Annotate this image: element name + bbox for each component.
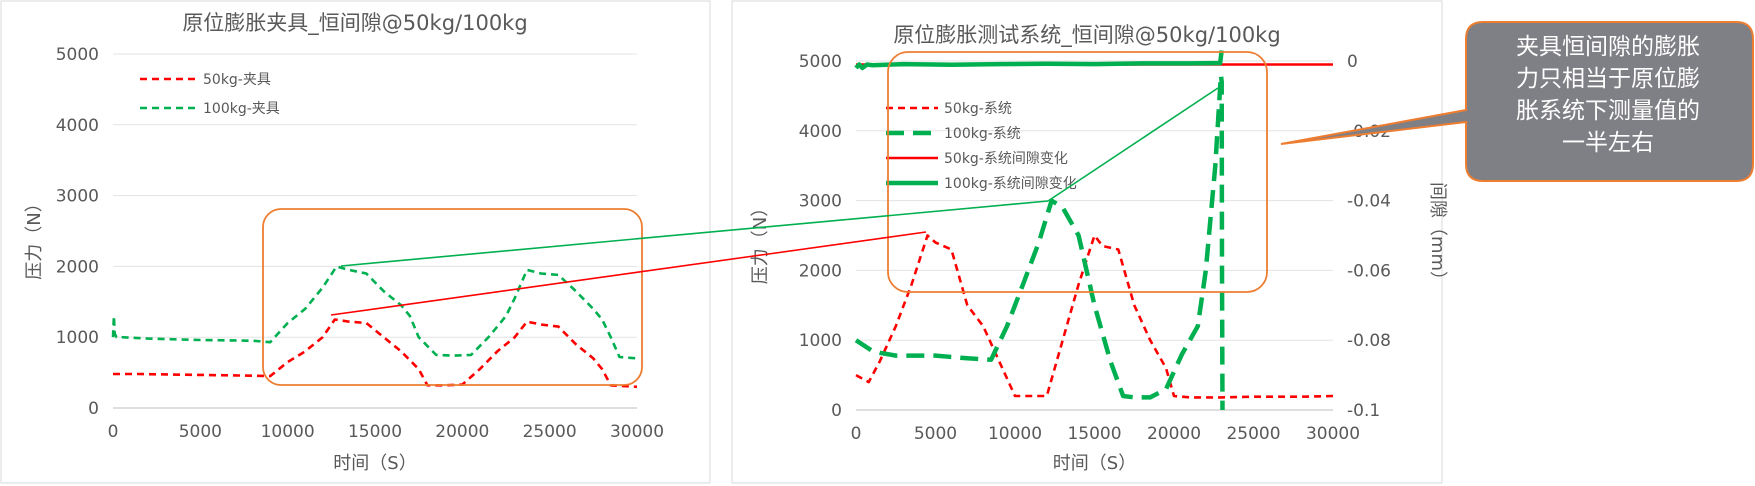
y-tick-label: 3000 <box>799 192 842 212</box>
callout-bubble <box>1280 21 1754 182</box>
y-tick-label: 1000 <box>56 328 99 348</box>
series-line-1 <box>111 265 638 360</box>
callout-line-2: 力只相当于原位膨 <box>1516 66 1700 92</box>
callout-text: 夹具恒间隙的膨胀 力只相当于原位膨 胀系统下测量值的 一半左右 <box>1516 34 1700 156</box>
x-tick-label: 20000 <box>435 422 489 442</box>
x-axis-label: 时间（S） <box>333 453 416 474</box>
chart-title: 原位膨胀夹具_恒间隙@50kg/100kg <box>182 11 527 36</box>
x-tick-label: 5000 <box>914 424 957 444</box>
y2-tick-label: -0.04 <box>1347 192 1391 212</box>
y-tick-label: 4000 <box>799 122 842 142</box>
x-tick-label: 5000 <box>179 422 222 442</box>
left-highlight-box <box>262 208 643 386</box>
right-highlight-box <box>887 51 1268 293</box>
connector-50kg-line <box>330 231 927 316</box>
y-tick-label: 2000 <box>56 257 99 277</box>
right-chart: 0 1000 2000 3000 4000 5000 0 5000 10000 15000 2000… <box>750 23 1448 474</box>
y2-tick-label: 0 <box>1347 52 1358 72</box>
y2-tick-label: -0.1 <box>1347 401 1380 421</box>
y2-axis-label: 间隙（mm） <box>1427 182 1448 289</box>
x-tick-label: 30000 <box>610 422 664 442</box>
left-chart: 0 1000 2000 3000 4000 5000 0 5000 10000 15000 2000… <box>24 11 664 474</box>
x-tick-label: 0 <box>851 424 862 444</box>
legend-label: 50kg-系统 <box>944 101 1012 117</box>
legend-label: 100kg-系统 <box>944 126 1021 142</box>
callout-line-4: 一半左右 <box>1562 130 1654 156</box>
y-tick-label: 4000 <box>56 116 99 136</box>
y-axis-label: 压力（N） <box>750 199 771 284</box>
left-chart-frame <box>0 0 711 484</box>
x-tick-label: 30000 <box>1306 424 1360 444</box>
y2-tick-label: -0.08 <box>1347 331 1391 351</box>
x-tick-label: 10000 <box>988 424 1042 444</box>
connector-100kg-line-2 <box>1047 87 1219 202</box>
series-line-3 <box>854 50 1224 71</box>
legend-label: 100kg-夹具 <box>203 101 280 117</box>
y-tick-label: 0 <box>831 401 842 421</box>
y2-tick-label: -0.06 <box>1347 261 1391 281</box>
series-line-0 <box>113 318 638 389</box>
y-axis-label: 压力（N） <box>24 194 45 279</box>
x-tick-label: 0 <box>108 422 119 442</box>
connector-100kg-line <box>340 200 1049 267</box>
y-tick-label: 1000 <box>799 331 842 351</box>
x-axis-label: 时间（S） <box>1053 453 1136 474</box>
y-tick-label: 5000 <box>799 52 842 72</box>
y-tick-label: 3000 <box>56 187 99 207</box>
callout-line-3: 胀系统下测量值的 <box>1516 98 1700 124</box>
legend-label: 50kg-夹具 <box>203 72 271 88</box>
x-tick-label: 10000 <box>261 422 315 442</box>
legend-label: 100kg-系统间隙变化 <box>944 176 1077 192</box>
x-tick-label: 20000 <box>1147 424 1201 444</box>
x-tick-label: 25000 <box>1226 424 1280 444</box>
chart-title: 原位膨胀测试系统_恒间隙@50kg/100kg <box>893 23 1280 48</box>
series-line-1 <box>854 72 1225 411</box>
callout-line-1: 夹具恒间隙的膨胀 <box>1516 34 1700 60</box>
y-tick-label: 2000 <box>799 261 842 281</box>
x-tick-label: 15000 <box>348 422 402 442</box>
y-tick-label: 5000 <box>56 45 99 65</box>
x-tick-label: 15000 <box>1067 424 1121 444</box>
y-tick-label: 0 <box>88 399 99 419</box>
series-line-0 <box>855 234 1334 399</box>
legend-label: 50kg-系统间隙变化 <box>944 151 1068 167</box>
x-tick-label: 25000 <box>523 422 577 442</box>
